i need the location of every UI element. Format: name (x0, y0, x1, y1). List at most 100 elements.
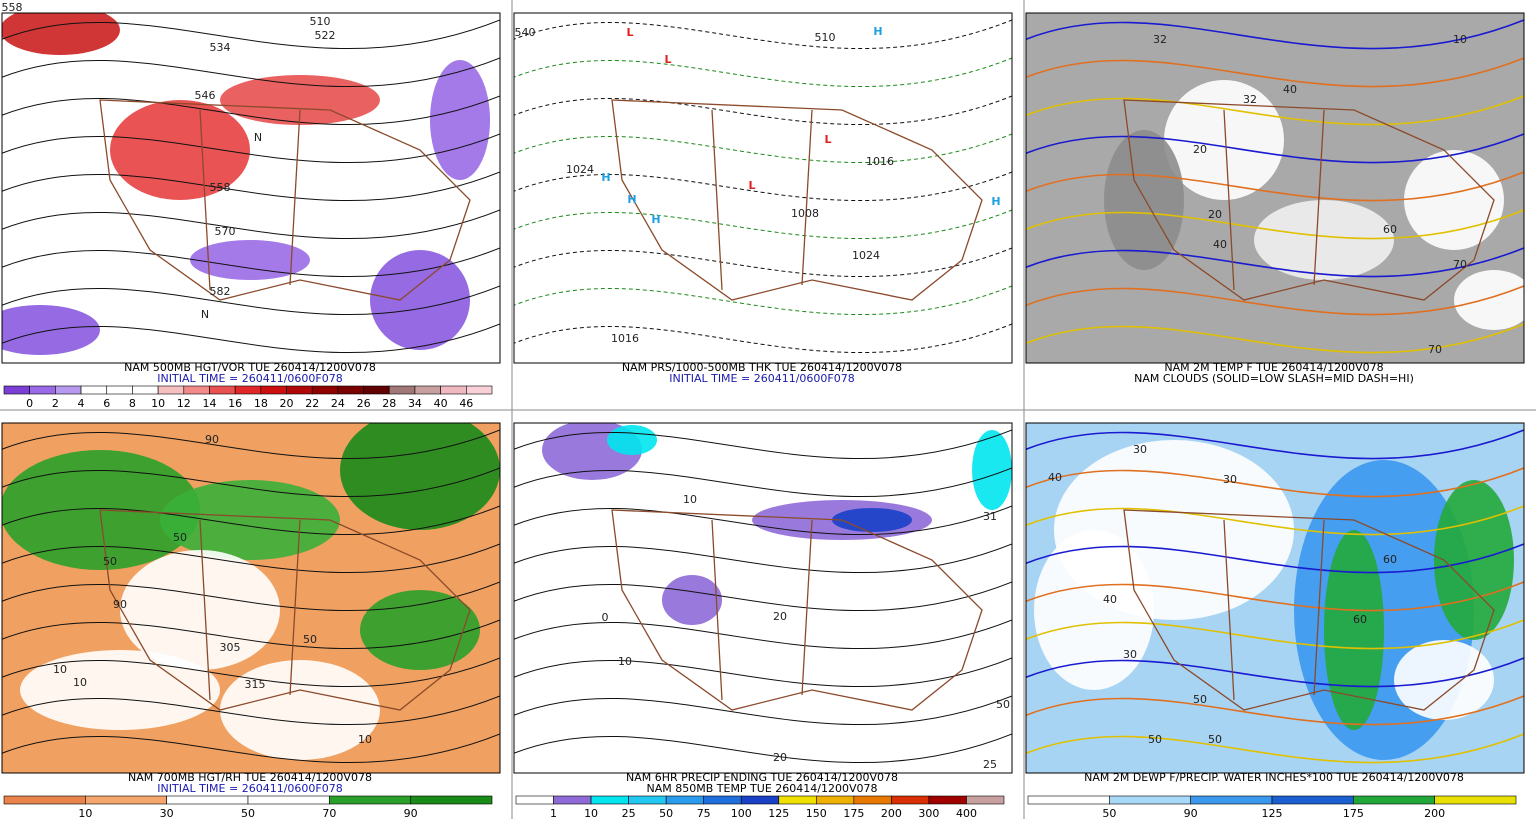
map-label: 40 (1103, 593, 1117, 606)
map-label: 50 (1208, 733, 1222, 746)
caption: NAM CLOUDS (SOLID=LOW SLASH=MID DASH=HI) (1134, 372, 1414, 385)
colorbar-label: 75 (697, 807, 711, 819)
shaded-area (220, 75, 380, 125)
contour (514, 695, 1012, 725)
colorbar-swatch (3, 795, 86, 805)
shaded-area (120, 550, 280, 670)
colorbar-swatch (247, 795, 330, 805)
colorbar-label: 34 (408, 397, 422, 410)
map-frame (1025, 422, 1525, 774)
weather-panel: 32 32 20 20 40 40 60 70 70 10 NAM 2M TEMP F TUE 26… (1025, 12, 1525, 385)
colorbar-label: 300 (918, 807, 939, 819)
map-label: 32 (1153, 33, 1167, 46)
contour (1026, 133, 1524, 164)
colorbar-swatch (311, 385, 339, 395)
map-label: N (201, 308, 209, 321)
map-label: 510 (815, 31, 836, 44)
colorbar-label: 18 (254, 397, 268, 410)
colorbar-label: 46 (459, 397, 473, 410)
shaded-area (220, 660, 380, 760)
map-label: 20 (773, 751, 787, 764)
contour (514, 133, 1012, 163)
colorbar-swatch (183, 385, 210, 395)
map (1026, 423, 1524, 773)
map-label: 50 (173, 531, 187, 544)
map-label: 50 (996, 698, 1010, 711)
shaded-area (1034, 530, 1154, 690)
contour (514, 657, 1012, 687)
map-frame (1, 422, 501, 774)
colorbar-label: 200 (881, 807, 902, 819)
colorbar-swatch (209, 385, 236, 395)
map-label: 1024 (566, 163, 594, 176)
weather-panel: L L L L H H H H H 1024 1008 1016 1024 1016 510 540 NAM P… (513, 12, 1013, 385)
colorbar-label: 125 (1262, 807, 1283, 819)
map-label: 70 (1428, 343, 1442, 356)
map-label: 50 (103, 555, 117, 568)
caption: NAM 700MB HGT/RH TUE 260414/1200V078 (128, 771, 372, 784)
map-label: 60 (1353, 613, 1367, 626)
map-label: 90 (113, 598, 127, 611)
map-label: 20 (773, 610, 787, 623)
shaded-area (607, 425, 657, 455)
colorbar-swatch (515, 795, 554, 805)
contour (1026, 285, 1524, 316)
contour (514, 171, 1012, 201)
map-label: 546 (195, 89, 216, 102)
map-label: 534 (210, 41, 231, 54)
colorbar-swatch (337, 385, 364, 395)
country-border (611, 99, 983, 301)
colorbar-label: 10 (584, 807, 598, 819)
shaded-area (832, 508, 912, 532)
colorbar-swatch (853, 795, 892, 805)
map-label: 10 (683, 493, 697, 506)
map-label: 30 (1133, 443, 1147, 456)
map-label: 558 (210, 181, 231, 194)
map-frame (513, 422, 1013, 774)
colorbar-swatch (778, 795, 817, 805)
map-label: L (748, 179, 755, 192)
shaded-area (360, 590, 480, 670)
map-label: 50 (303, 633, 317, 646)
map-label: 70 (1453, 258, 1467, 271)
colorbar-swatch (703, 795, 742, 805)
contour (1026, 429, 1524, 460)
contour (1026, 581, 1524, 612)
map-label: 25 (983, 758, 997, 771)
shaded-area (2, 13, 120, 55)
colorbar-swatch (665, 795, 704, 805)
colorbar-label: 30 (160, 807, 174, 819)
contour (2, 619, 500, 649)
shaded-area (972, 430, 1012, 510)
colorbar-label: 10 (151, 397, 165, 410)
colorbar-swatch (157, 385, 185, 395)
shaded-area (1404, 150, 1504, 250)
map-label: 510 (310, 15, 331, 28)
map-frame (513, 12, 1013, 364)
contour (514, 505, 1012, 535)
map-frame (1, 12, 501, 364)
map-label: 570 (215, 225, 236, 238)
map-label: 558 (2, 1, 23, 14)
contour (2, 543, 500, 573)
colorbar-label: 70 (322, 807, 336, 819)
colorbar-swatch (966, 795, 1005, 805)
colorbar-swatch (414, 385, 441, 395)
map-label: 31 (983, 510, 997, 523)
contour (514, 323, 1012, 353)
caption: NAM 2M TEMP F TUE 260414/1200V078 (1164, 361, 1383, 374)
colorbar-swatch (29, 385, 56, 395)
country-border (99, 509, 471, 711)
contour (2, 247, 500, 277)
contour (514, 543, 1012, 573)
contour (1026, 543, 1524, 574)
colorbar-label: 6 (103, 397, 110, 410)
colorbar-swatch (891, 795, 930, 805)
contour (2, 19, 500, 49)
map-label: H (991, 195, 1000, 208)
colorbar-label: 175 (1343, 807, 1364, 819)
contour (1026, 19, 1524, 50)
colorbar-label: 90 (1184, 807, 1198, 819)
contour (514, 733, 1012, 763)
colorbar-swatch (80, 385, 108, 395)
